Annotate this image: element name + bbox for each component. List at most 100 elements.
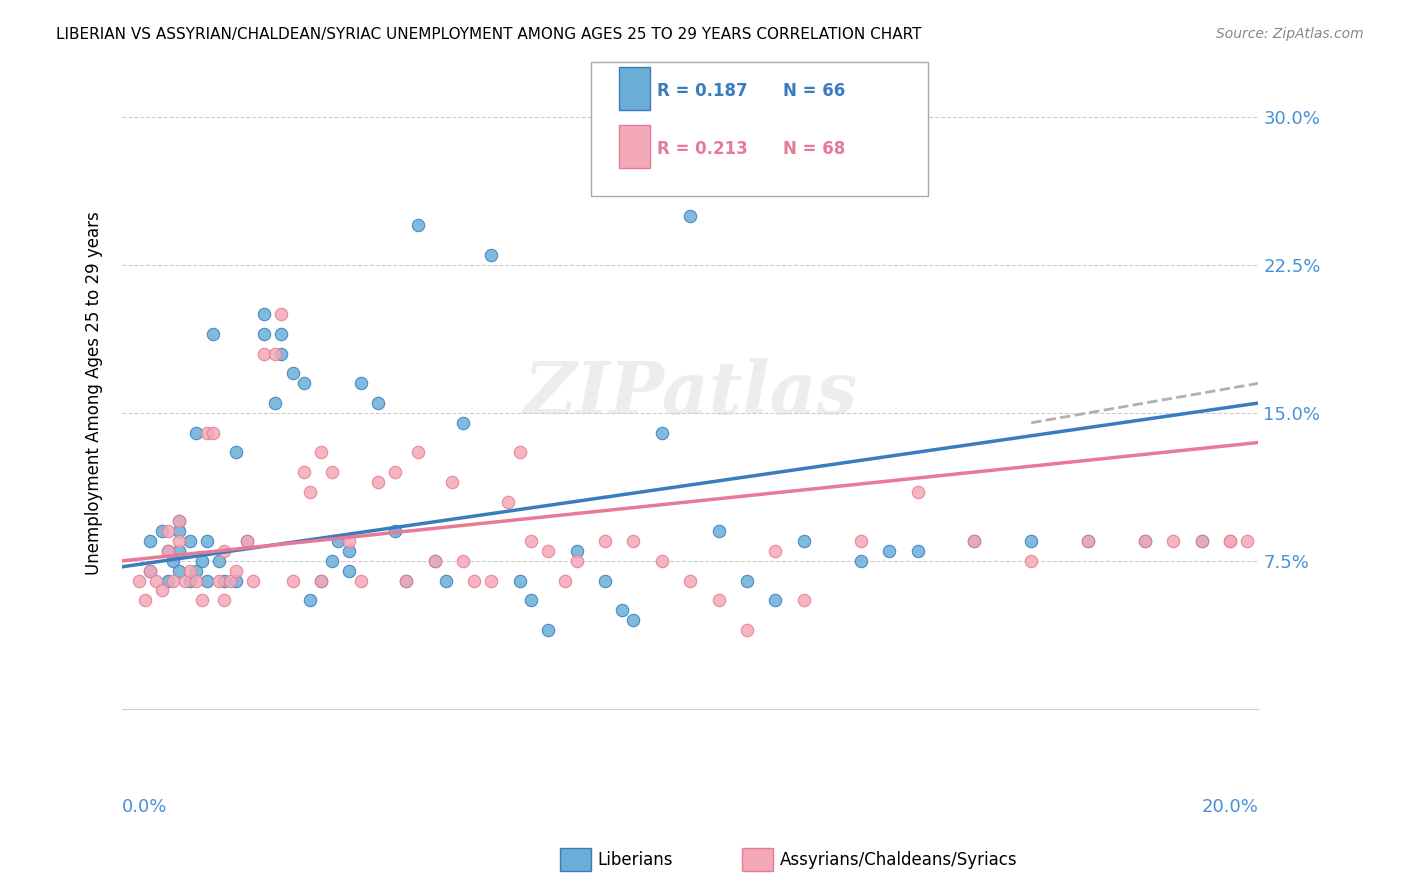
Assyrians/Chaldeans/Syriacs — [1077, 534, 1099, 549]
Liberians — [167, 564, 190, 578]
Liberians — [593, 574, 616, 588]
Assyrians/Chaldeans/Syriacs — [367, 475, 389, 489]
Assyrians/Chaldeans/Syriacs — [145, 574, 167, 588]
Assyrians/Chaldeans/Syriacs — [225, 564, 247, 578]
Assyrians/Chaldeans/Syriacs — [520, 534, 543, 549]
Assyrians/Chaldeans/Syriacs — [707, 593, 730, 607]
Liberians — [963, 534, 986, 549]
Assyrians/Chaldeans/Syriacs — [321, 465, 343, 479]
Liberians — [195, 534, 218, 549]
Liberians — [907, 544, 929, 558]
Liberians — [162, 554, 184, 568]
Liberians — [651, 425, 673, 440]
Liberians — [156, 544, 179, 558]
Liberians — [384, 524, 406, 539]
Liberians — [179, 574, 201, 588]
Assyrians/Chaldeans/Syriacs — [270, 307, 292, 321]
Liberians — [451, 416, 474, 430]
Liberians — [179, 534, 201, 549]
Liberians — [225, 574, 247, 588]
Liberians — [434, 574, 457, 588]
Text: N = 68: N = 68 — [783, 140, 845, 158]
Liberians — [139, 564, 162, 578]
Assyrians/Chaldeans/Syriacs — [195, 425, 218, 440]
Liberians — [367, 396, 389, 410]
Liberians — [167, 544, 190, 558]
Liberians — [236, 534, 259, 549]
Liberians — [253, 326, 276, 341]
Liberians — [565, 544, 588, 558]
Liberians — [537, 623, 560, 637]
Text: R = 0.213: R = 0.213 — [657, 140, 748, 158]
Liberians — [208, 554, 231, 568]
Liberians — [337, 564, 360, 578]
Assyrians/Chaldeans/Syriacs — [156, 524, 179, 539]
Liberians — [201, 326, 224, 341]
Assyrians/Chaldeans/Syriacs — [1219, 534, 1241, 549]
Liberians — [190, 554, 212, 568]
Liberians — [679, 209, 702, 223]
Liberians — [735, 574, 758, 588]
Assyrians/Chaldeans/Syriacs — [184, 574, 207, 588]
Assyrians/Chaldeans/Syriacs — [679, 574, 702, 588]
Liberians — [326, 534, 349, 549]
Text: Liberians: Liberians — [598, 851, 673, 869]
Assyrians/Chaldeans/Syriacs — [1219, 534, 1241, 549]
Liberians — [253, 307, 276, 321]
Liberians — [139, 534, 162, 549]
Liberians — [167, 515, 190, 529]
Liberians — [793, 534, 815, 549]
Assyrians/Chaldeans/Syriacs — [242, 574, 264, 588]
Liberians — [1191, 534, 1213, 549]
Liberians — [195, 574, 218, 588]
Liberians — [270, 326, 292, 341]
Assyrians/Chaldeans/Syriacs — [1133, 534, 1156, 549]
Assyrians/Chaldeans/Syriacs — [309, 445, 332, 459]
Liberians — [509, 574, 531, 588]
Assyrians/Chaldeans/Syriacs — [292, 465, 315, 479]
Liberians — [395, 574, 418, 588]
Assyrians/Chaldeans/Syriacs — [156, 544, 179, 558]
Assyrians/Chaldeans/Syriacs — [1236, 534, 1258, 549]
Liberians — [350, 376, 373, 391]
Assyrians/Chaldeans/Syriacs — [219, 574, 242, 588]
Assyrians/Chaldeans/Syriacs — [765, 544, 787, 558]
Liberians — [214, 574, 236, 588]
Text: R = 0.187: R = 0.187 — [657, 82, 747, 100]
Liberians — [281, 367, 304, 381]
Assyrians/Chaldeans/Syriacs — [281, 574, 304, 588]
Text: 0.0%: 0.0% — [122, 797, 167, 815]
Liberians — [707, 524, 730, 539]
Assyrians/Chaldeans/Syriacs — [350, 574, 373, 588]
Assyrians/Chaldeans/Syriacs — [128, 574, 150, 588]
Assyrians/Chaldeans/Syriacs — [498, 494, 520, 508]
Text: 20.0%: 20.0% — [1202, 797, 1258, 815]
Assyrians/Chaldeans/Syriacs — [1161, 534, 1184, 549]
Assyrians/Chaldeans/Syriacs — [236, 534, 259, 549]
Assyrians/Chaldeans/Syriacs — [395, 574, 418, 588]
Assyrians/Chaldeans/Syriacs — [963, 534, 986, 549]
Liberians — [264, 396, 287, 410]
Assyrians/Chaldeans/Syriacs — [150, 583, 173, 598]
Liberians — [270, 347, 292, 361]
Assyrians/Chaldeans/Syriacs — [451, 554, 474, 568]
Liberians — [479, 248, 502, 262]
Assyrians/Chaldeans/Syriacs — [167, 515, 190, 529]
Assyrians/Chaldeans/Syriacs — [423, 554, 446, 568]
Liberians — [849, 554, 872, 568]
Assyrians/Chaldeans/Syriacs — [849, 534, 872, 549]
Assyrians/Chaldeans/Syriacs — [167, 534, 190, 549]
Liberians — [1019, 534, 1042, 549]
Assyrians/Chaldeans/Syriacs — [1019, 554, 1042, 568]
Liberians — [1077, 534, 1099, 549]
Liberians — [321, 554, 343, 568]
Text: Assyrians/Chaldeans/Syriacs: Assyrians/Chaldeans/Syriacs — [780, 851, 1018, 869]
Assyrians/Chaldeans/Syriacs — [793, 593, 815, 607]
Assyrians/Chaldeans/Syriacs — [253, 347, 276, 361]
Liberians — [877, 544, 900, 558]
Liberians — [765, 593, 787, 607]
Assyrians/Chaldeans/Syriacs — [134, 593, 156, 607]
Assyrians/Chaldeans/Syriacs — [264, 347, 287, 361]
Liberians — [1133, 534, 1156, 549]
Liberians — [167, 524, 190, 539]
